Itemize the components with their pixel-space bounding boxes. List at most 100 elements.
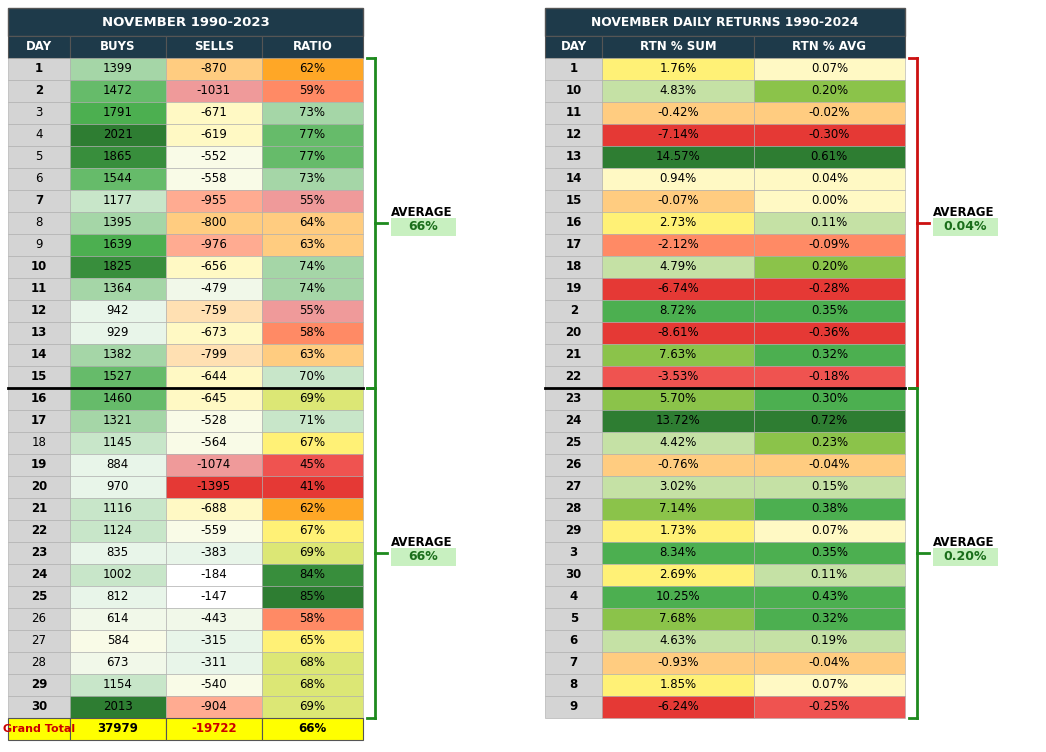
Text: 5: 5: [36, 150, 43, 163]
Text: 8.72%: 8.72%: [659, 305, 697, 317]
Text: 14: 14: [30, 348, 47, 362]
Bar: [165, 586, 262, 608]
Text: 8.34%: 8.34%: [659, 547, 697, 559]
Text: -540: -540: [201, 678, 227, 692]
Bar: [70, 102, 165, 124]
Text: 55%: 55%: [299, 195, 325, 208]
Bar: [754, 300, 905, 322]
Text: 7: 7: [35, 195, 43, 208]
Text: 9: 9: [570, 701, 577, 714]
Bar: [8, 212, 70, 234]
Text: 30: 30: [30, 701, 47, 714]
Text: -0.02%: -0.02%: [809, 107, 850, 120]
Text: 10: 10: [566, 84, 582, 98]
Bar: [165, 696, 262, 718]
Bar: [262, 476, 363, 498]
Bar: [8, 36, 70, 58]
Bar: [545, 102, 602, 124]
Text: 20: 20: [566, 326, 582, 339]
Bar: [602, 234, 754, 256]
Bar: [754, 124, 905, 146]
Text: 0.35%: 0.35%: [811, 305, 848, 317]
Bar: [754, 586, 905, 608]
Text: 30: 30: [566, 569, 582, 581]
Bar: [262, 652, 363, 674]
Bar: [165, 454, 262, 476]
Text: -976: -976: [201, 238, 227, 251]
Bar: [545, 322, 602, 344]
Bar: [8, 476, 70, 498]
Bar: [545, 520, 602, 542]
Text: 0.07%: 0.07%: [811, 62, 848, 75]
Bar: [8, 718, 70, 740]
Bar: [165, 410, 262, 432]
Bar: [70, 432, 165, 454]
Text: 1321: 1321: [103, 414, 133, 427]
Bar: [8, 190, 70, 212]
Bar: [602, 498, 754, 520]
Bar: [70, 542, 165, 564]
Bar: [754, 58, 905, 80]
Bar: [545, 542, 602, 564]
Text: 1382: 1382: [103, 348, 133, 362]
Text: 28: 28: [31, 656, 46, 669]
Text: -147: -147: [201, 590, 227, 604]
Text: 6: 6: [36, 172, 43, 186]
Bar: [262, 564, 363, 586]
Text: 4: 4: [570, 590, 577, 604]
Bar: [754, 410, 905, 432]
Bar: [545, 674, 602, 696]
Bar: [8, 102, 70, 124]
Text: 0.19%: 0.19%: [811, 635, 848, 647]
Bar: [754, 542, 905, 564]
Text: -0.28%: -0.28%: [809, 283, 850, 296]
Bar: [545, 36, 602, 58]
Text: 19: 19: [30, 459, 47, 472]
Bar: [602, 388, 754, 410]
Text: 7.68%: 7.68%: [659, 612, 697, 626]
Text: BUYS: BUYS: [100, 41, 136, 53]
Bar: [8, 124, 70, 146]
Text: 4: 4: [36, 129, 43, 141]
Text: -0.18%: -0.18%: [809, 371, 850, 384]
Bar: [165, 718, 262, 740]
Bar: [8, 80, 70, 102]
Bar: [165, 322, 262, 344]
Bar: [545, 168, 602, 190]
Text: 0.38%: 0.38%: [811, 502, 848, 516]
Text: 14: 14: [566, 172, 582, 186]
Bar: [165, 542, 262, 564]
Text: 7.14%: 7.14%: [659, 502, 697, 516]
Bar: [545, 212, 602, 234]
Bar: [165, 190, 262, 212]
Bar: [754, 80, 905, 102]
Text: 11: 11: [30, 283, 47, 296]
Bar: [262, 608, 363, 630]
Bar: [262, 344, 363, 366]
Text: 1: 1: [35, 62, 43, 75]
Bar: [70, 80, 165, 102]
Text: 614: 614: [107, 612, 129, 626]
Text: DAY: DAY: [26, 41, 52, 53]
Text: 15: 15: [566, 195, 582, 208]
Text: 3: 3: [570, 547, 577, 559]
Text: 1399: 1399: [103, 62, 133, 75]
Text: -904: -904: [201, 701, 227, 714]
Text: 1154: 1154: [103, 678, 133, 692]
Text: 1791: 1791: [103, 107, 133, 120]
Bar: [8, 256, 70, 278]
Bar: [70, 410, 165, 432]
Text: -799: -799: [201, 348, 227, 362]
Bar: [602, 36, 754, 58]
Bar: [754, 36, 905, 58]
Text: 970: 970: [107, 481, 129, 493]
Text: -479: -479: [201, 283, 227, 296]
Bar: [754, 190, 905, 212]
Text: -8.61%: -8.61%: [657, 326, 699, 339]
Text: 1002: 1002: [103, 569, 133, 581]
Text: -528: -528: [201, 414, 227, 427]
Bar: [262, 520, 363, 542]
Bar: [754, 146, 905, 168]
Text: -0.36%: -0.36%: [809, 326, 850, 339]
Text: 1116: 1116: [103, 502, 133, 516]
